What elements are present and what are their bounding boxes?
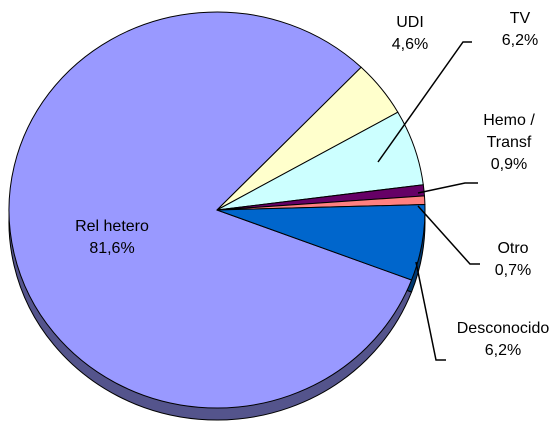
slice [216,204,426,281]
slice-label: UDI 4,6% [370,12,450,56]
leader-lines [377,41,480,361]
label-value: 0,9% [490,156,528,173]
label-value: 4,6% [391,36,429,53]
label-value: 6,2% [501,32,539,49]
leader-line [417,205,480,265]
label-name: TV [509,10,531,27]
leader-line [377,41,472,163]
leader-line [417,182,478,194]
label-name: Hemo / Transf [483,112,535,151]
label-name: Rel hetero [75,218,149,235]
label-name: UDI [396,14,424,31]
pie-top [8,11,426,409]
label-value: 81,6% [89,240,135,257]
slice-label: TV 6,2% [478,8,552,52]
slice-label: Hemo / Transf 0,9% [466,110,552,176]
label-value: 6,2% [484,342,522,359]
slice-label: Rel hetero 81,6% [50,216,174,260]
slice [8,11,413,409]
slice-label: Otro 0,7% [476,238,550,282]
label-name: Otro [497,240,529,257]
leader-line [415,261,446,361]
label-value: 0,7% [494,262,532,279]
label-name: Desconocido [456,320,550,337]
slice-label: Desconocido 6,2% [448,318,552,362]
